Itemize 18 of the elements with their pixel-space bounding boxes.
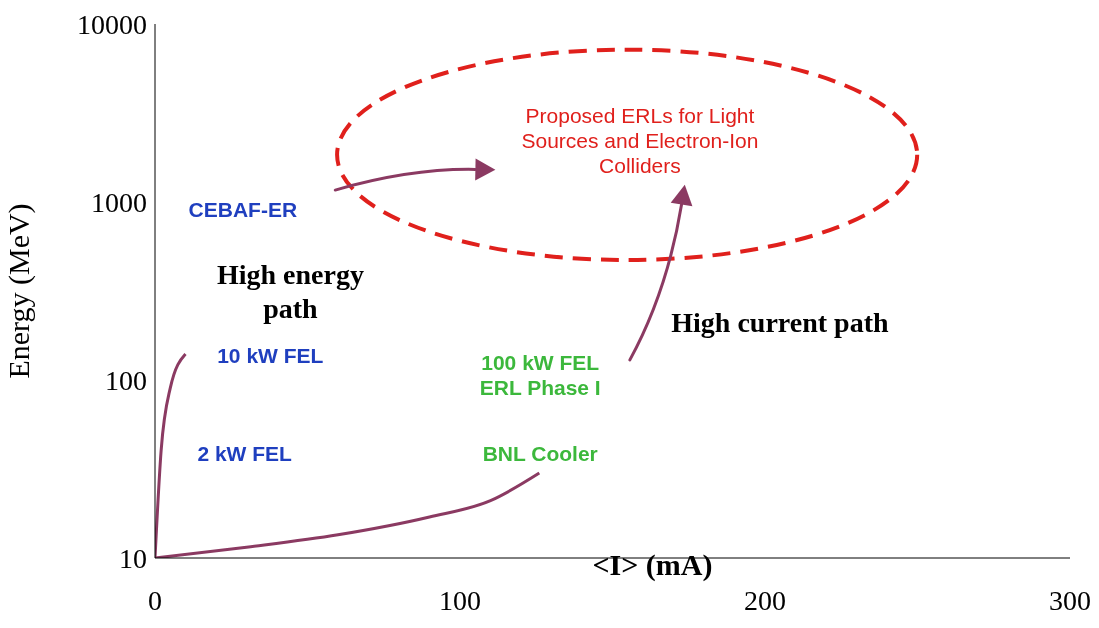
x-tick-label: 300	[1049, 584, 1091, 616]
annotation: High current path	[671, 306, 890, 338]
y-tick-label: 100	[105, 364, 147, 396]
x-tick-label: 200	[744, 584, 786, 616]
x-tick-label: 0	[148, 584, 162, 616]
y-tick-label: 1000	[91, 186, 147, 218]
x-axis-title: <I> (mA)	[592, 548, 713, 583]
y-axis-title: Energy (MeV)	[1, 203, 36, 379]
annotation: BNL Cooler	[482, 441, 598, 465]
annotation: Proposed ERLs for Light Sources and Electron-Ion Colliders	[521, 103, 759, 177]
annotation: 2 kW FEL	[197, 441, 293, 465]
x-tick-label: 100	[439, 584, 481, 616]
y-tick-label: 10	[119, 542, 147, 574]
annotation: CEBAF-ER	[188, 197, 298, 221]
annotation: 100 kW FEL ERL Phase I	[479, 350, 601, 399]
annotation: 10 kW FEL	[217, 343, 324, 367]
annotation: High energy path	[216, 258, 364, 324]
y-tick-label: 10000	[77, 8, 147, 40]
